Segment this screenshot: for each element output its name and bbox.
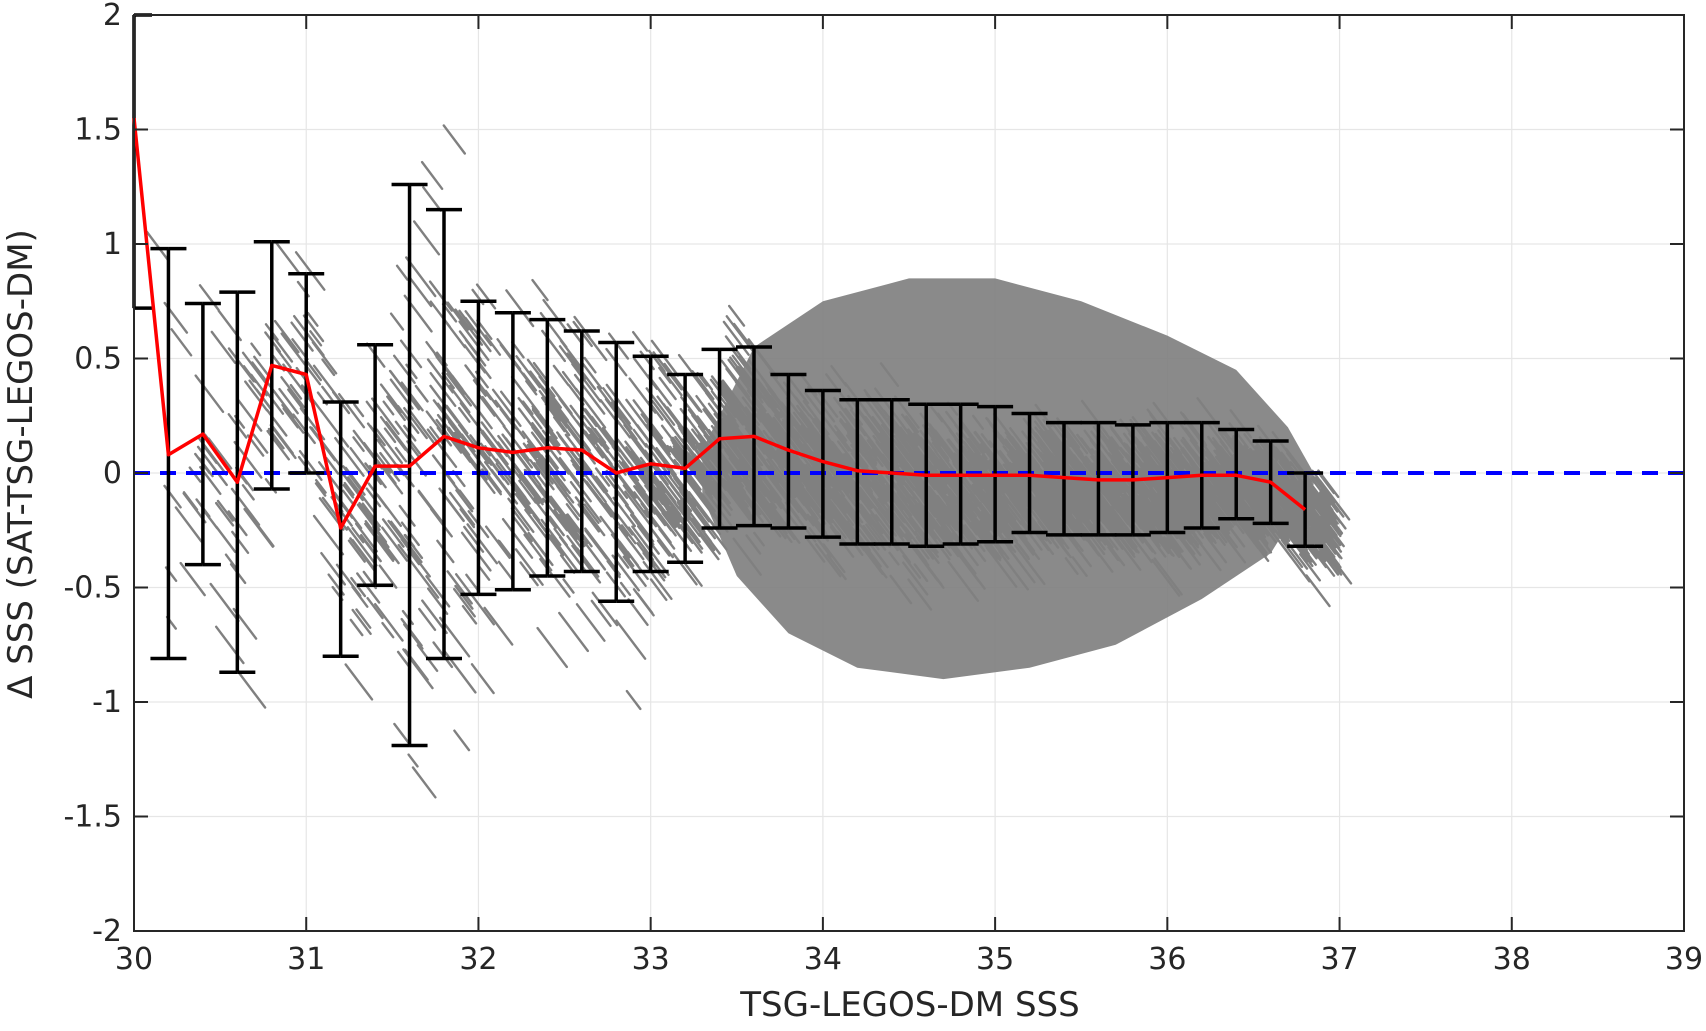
error-bar [1287, 471, 1324, 549]
x-axis-label: TSG-LEGOS-DM SSS [739, 985, 1079, 1025]
y-tick-label: 2 [103, 0, 122, 33]
label-layer: TSG-LEGOS-DM SSS Δ SSS (SAT-TSG-LEGOS-DM… [1, 229, 1080, 1025]
x-tick-label: 35 [976, 942, 1014, 977]
y-tick-label: 0.5 [74, 342, 122, 377]
y-tick-label: -0.5 [63, 571, 122, 606]
axes-layer: 30 31 32 33 34 35 36 37 38 39 -2 -1.5 -1 -0.5 0 0.5 1 1.5… [63, 0, 1703, 977]
mean-line-layer [132, 117, 1307, 530]
x-tick-label: 37 [1320, 942, 1358, 977]
y-tick-label: -1.5 [63, 800, 122, 835]
x-tick-label: 31 [287, 942, 325, 977]
x-tick-label: 36 [1148, 942, 1186, 977]
x-tick-label: 34 [804, 942, 842, 977]
y-tick-label: 0 [103, 456, 122, 491]
error-bar [426, 207, 462, 661]
y-tick-label: -2 [92, 914, 122, 949]
x-tick-label: 30 [115, 942, 153, 977]
y-tick-label: 1.5 [74, 113, 122, 148]
y-tick-label: -1 [92, 685, 122, 720]
x-tick-label: 38 [1493, 942, 1531, 977]
error-bar [804, 388, 841, 539]
mean-line [132, 117, 1307, 530]
error-bar [1011, 411, 1048, 535]
x-tick-label: 39 [1665, 942, 1703, 977]
y-tick-label: 1 [103, 227, 122, 262]
y-axis-label: Δ SSS (SAT-TSG-LEGOS-DM) [1, 229, 41, 699]
x-tick-label: 33 [632, 942, 670, 977]
x-tick-label: 32 [459, 942, 497, 977]
